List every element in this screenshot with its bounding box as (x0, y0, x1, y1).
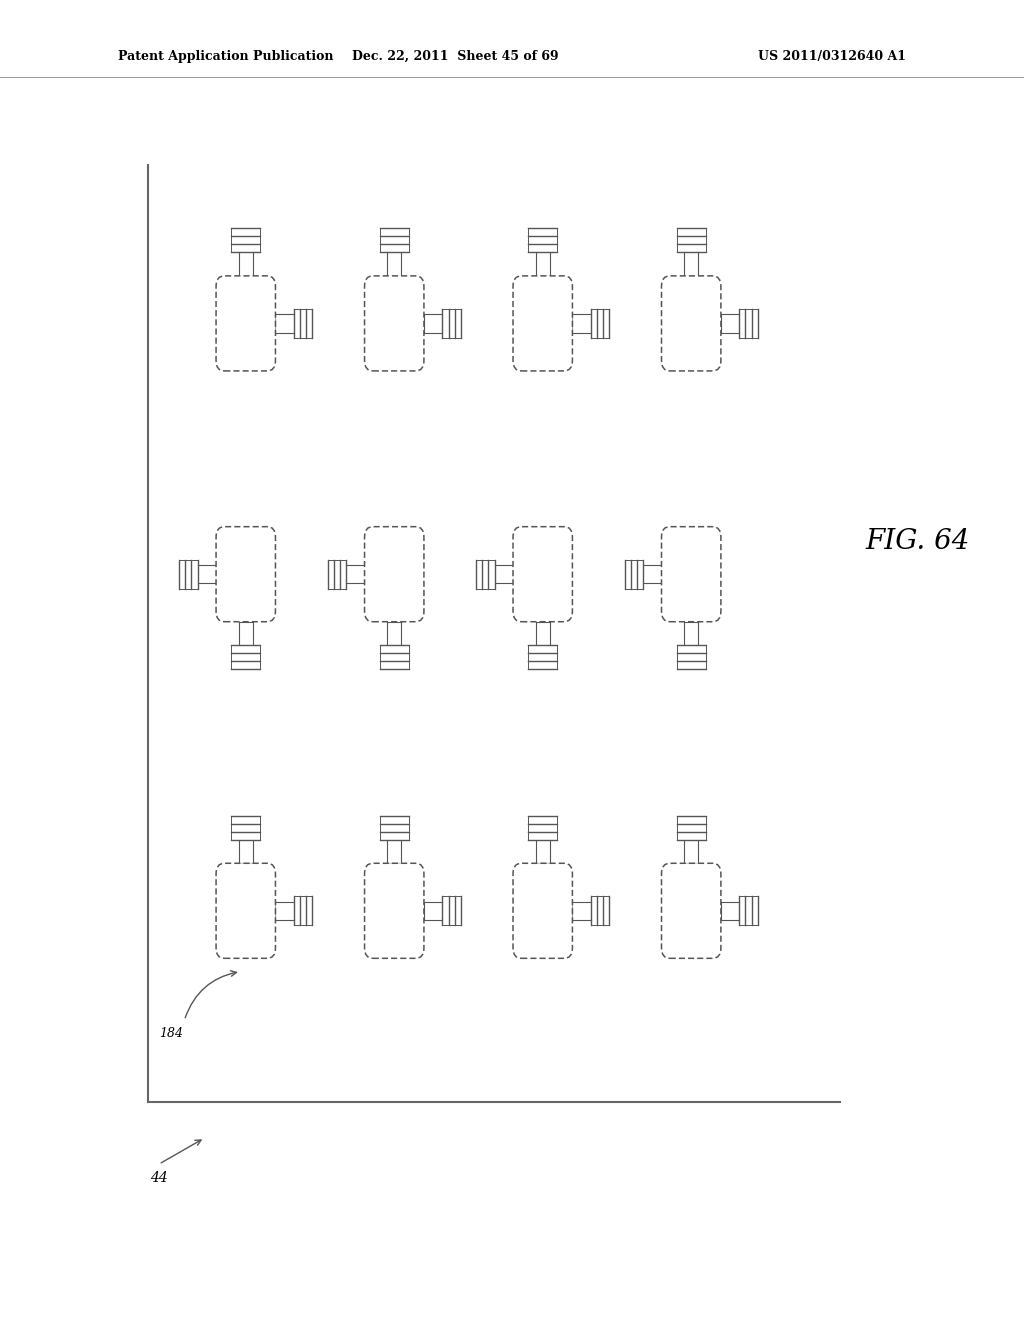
FancyBboxPatch shape (513, 276, 572, 371)
Text: Dec. 22, 2011  Sheet 45 of 69: Dec. 22, 2011 Sheet 45 of 69 (352, 50, 559, 62)
FancyBboxPatch shape (662, 863, 721, 958)
FancyBboxPatch shape (513, 527, 572, 622)
Text: Patent Application Publication: Patent Application Publication (118, 50, 333, 62)
FancyBboxPatch shape (513, 863, 572, 958)
FancyBboxPatch shape (365, 527, 424, 622)
FancyBboxPatch shape (216, 276, 275, 371)
FancyBboxPatch shape (365, 276, 424, 371)
FancyBboxPatch shape (662, 276, 721, 371)
FancyBboxPatch shape (365, 863, 424, 958)
FancyBboxPatch shape (662, 527, 721, 622)
Text: US 2011/0312640 A1: US 2011/0312640 A1 (758, 50, 906, 62)
Text: FIG. 64: FIG. 64 (865, 528, 970, 554)
Text: 184: 184 (159, 1027, 182, 1040)
FancyBboxPatch shape (216, 527, 275, 622)
Text: 44: 44 (151, 1171, 168, 1185)
FancyBboxPatch shape (216, 863, 275, 958)
